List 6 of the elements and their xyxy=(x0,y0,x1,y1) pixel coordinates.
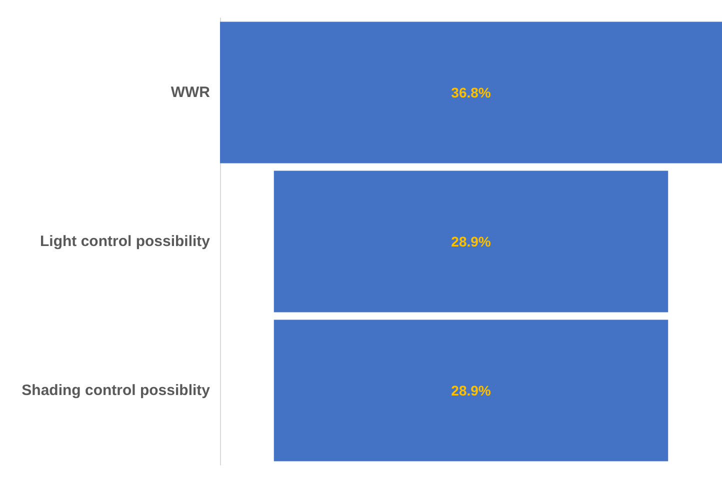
data-label: 28.9% xyxy=(451,382,492,398)
category-label: Shading control possiblity xyxy=(22,382,211,399)
category-label: Light control possibility xyxy=(40,233,211,250)
category-label: WWR xyxy=(170,84,210,101)
data-label: 28.9% xyxy=(451,234,492,250)
data-label: 36.8% xyxy=(451,84,492,100)
